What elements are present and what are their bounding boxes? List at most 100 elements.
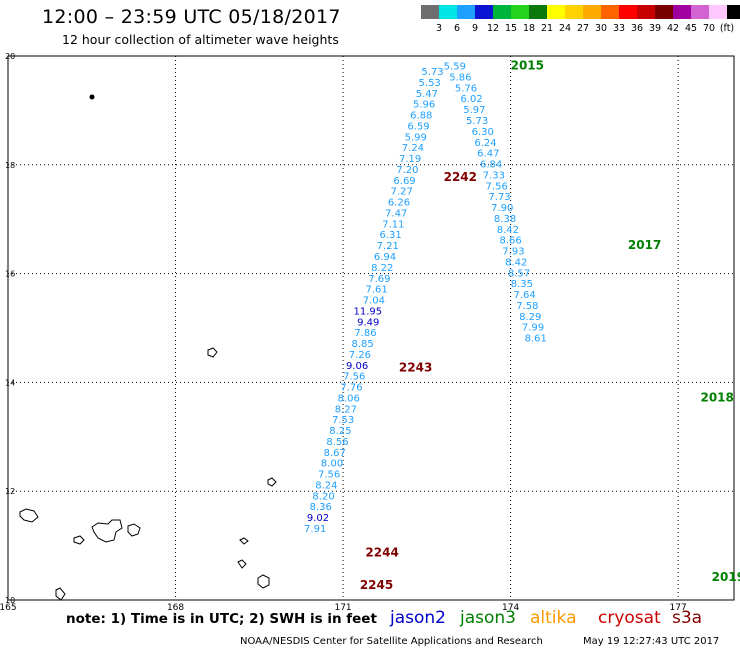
color-scale-label: (ft) — [719, 23, 735, 34]
island-outline — [237, 559, 247, 569]
color-scale-swatch — [601, 5, 619, 19]
wave-height-point: 8.22 — [371, 263, 393, 274]
wave-height-point: 8.42 — [505, 257, 527, 268]
wave-height-point: 7.69 — [368, 274, 390, 285]
color-scale-label: 42 — [666, 23, 680, 34]
wave-height-point: 7.04 — [363, 296, 385, 307]
pass-number-label: 2018 — [700, 390, 733, 404]
wave-height-point: 5.96 — [413, 100, 435, 111]
wave-height-point: 8.06 — [338, 393, 360, 404]
wave-height-point: 7.73 — [488, 192, 510, 203]
color-scale-swatch — [529, 5, 547, 19]
satellite-legend-jason2: jason2 — [390, 608, 446, 628]
color-scale-label: 12 — [486, 23, 500, 34]
color-scale-swatch — [727, 5, 740, 19]
island-outline — [55, 587, 66, 601]
color-scale-swatch — [475, 5, 493, 19]
wave-height-point: 8.24 — [315, 480, 337, 491]
wave-height-point: 8.25 — [329, 426, 351, 437]
pass-number-label: 2244 — [365, 545, 398, 559]
x-tick-label: 174 — [502, 603, 519, 613]
generated-timestamp: May 19 12:27:43 UTC 2017 — [583, 636, 720, 647]
island-outline — [239, 537, 249, 545]
color-scale-label: 6 — [453, 23, 461, 34]
wave-height-point: 8.42 — [497, 225, 519, 236]
pass-number-label: 2017 — [628, 238, 661, 252]
wave-height-point: 6.02 — [460, 94, 482, 105]
island-outline — [257, 574, 270, 589]
wave-height-point: 8.61 — [525, 334, 547, 345]
y-tick-label: 16 — [5, 270, 15, 279]
color-scale-swatch — [691, 5, 709, 19]
wave-height-point: 7.93 — [502, 247, 524, 258]
color-scale-label: 45 — [684, 23, 698, 34]
map-frame — [7, 55, 735, 601]
wave-height-point: 7.64 — [513, 290, 535, 301]
pass-number-label: 2243 — [399, 361, 432, 375]
color-scale-label: 33 — [612, 23, 626, 34]
wave-height-point: 6.24 — [474, 138, 496, 149]
page-title: 12:00 – 23:59 UTC 05/18/2017 — [42, 6, 341, 28]
wave-height-point: 8.00 — [321, 459, 343, 470]
wave-height-point: 7.26 — [349, 350, 371, 361]
wave-height-point: 8.29 — [519, 312, 541, 323]
satellite-legend-cryosat: cryosat — [598, 608, 661, 628]
color-scale-label: 36 — [630, 23, 644, 34]
color-scale-swatch — [655, 5, 673, 19]
wave-height-point: 9.02 — [307, 513, 329, 524]
color-scale-label: 18 — [522, 23, 536, 34]
wave-height-point: 7.53 — [332, 415, 354, 426]
color-scale-swatch — [673, 5, 691, 19]
y-tick-label: 18 — [5, 161, 15, 170]
wave-height-point: 7.20 — [396, 165, 418, 176]
wave-height-point: 7.27 — [391, 187, 413, 198]
wave-height-point: 7.33 — [483, 170, 505, 181]
satellite-legend-jason3: jason3 — [460, 608, 516, 628]
footnote: note: 1) Time is in UTC; 2) SWH is in fe… — [66, 611, 377, 627]
y-tick-label: 10 — [5, 596, 15, 605]
wave-height-point: 6.84 — [480, 160, 502, 171]
wave-height-point: 5.76 — [455, 83, 477, 94]
color-scale-swatch — [493, 5, 511, 19]
land-outlines — [19, 94, 277, 601]
wave-height-point: 6.26 — [388, 198, 410, 209]
color-scale-swatch — [583, 5, 601, 19]
color-scale-swatch — [511, 5, 529, 19]
wave-height-point: 8.35 — [511, 279, 533, 290]
island-outline — [73, 535, 85, 545]
wave-height-point: 7.91 — [304, 524, 326, 535]
wave-height-point: 7.86 — [354, 328, 376, 339]
wave-height-point: 5.73 — [421, 67, 443, 78]
color-scale-label: 9 — [471, 23, 479, 34]
wave-height-point: 7.47 — [385, 208, 407, 219]
y-tick-label: 14 — [5, 378, 15, 387]
map-grid: 165 168 171 174 177 10 12 14 16 18 20 — [0, 52, 734, 613]
satellite-legend-altika: altika — [530, 608, 577, 628]
wave-height-point: 7.11 — [382, 219, 404, 230]
wave-height-point: 7.61 — [365, 285, 387, 296]
wave-height-point: 5.73 — [466, 116, 488, 127]
wave-height-point: 7.21 — [377, 241, 399, 252]
island-outline — [127, 523, 141, 537]
y-tick-label: 20 — [5, 52, 15, 61]
wave-height-point: 8.20 — [312, 491, 334, 502]
x-tick-label: 168 — [167, 603, 184, 613]
wave-height-point: 6.47 — [477, 149, 499, 160]
wave-height-point: 8.56 — [326, 437, 348, 448]
x-tick-label: 171 — [334, 603, 351, 613]
color-scale-swatch — [439, 5, 457, 19]
wave-height-point: 6.30 — [472, 127, 494, 138]
wave-height-point: 7.90 — [491, 203, 513, 214]
color-scale-swatch — [619, 5, 637, 19]
color-scale-swatch — [547, 5, 565, 19]
wave-height-point: 8.85 — [352, 339, 374, 350]
wave-height-point: 8.67 — [324, 448, 346, 459]
satellite-track: 5.595.865.766.025.975.736.306.246.476.84… — [444, 59, 740, 584]
wave-height-point: 5.86 — [449, 72, 471, 83]
island-outline — [267, 477, 277, 487]
color-scale-swatch — [565, 5, 583, 19]
color-scale-swatch — [457, 5, 475, 19]
wave-height-point: 7.56 — [486, 181, 508, 192]
island-outline — [91, 519, 123, 543]
